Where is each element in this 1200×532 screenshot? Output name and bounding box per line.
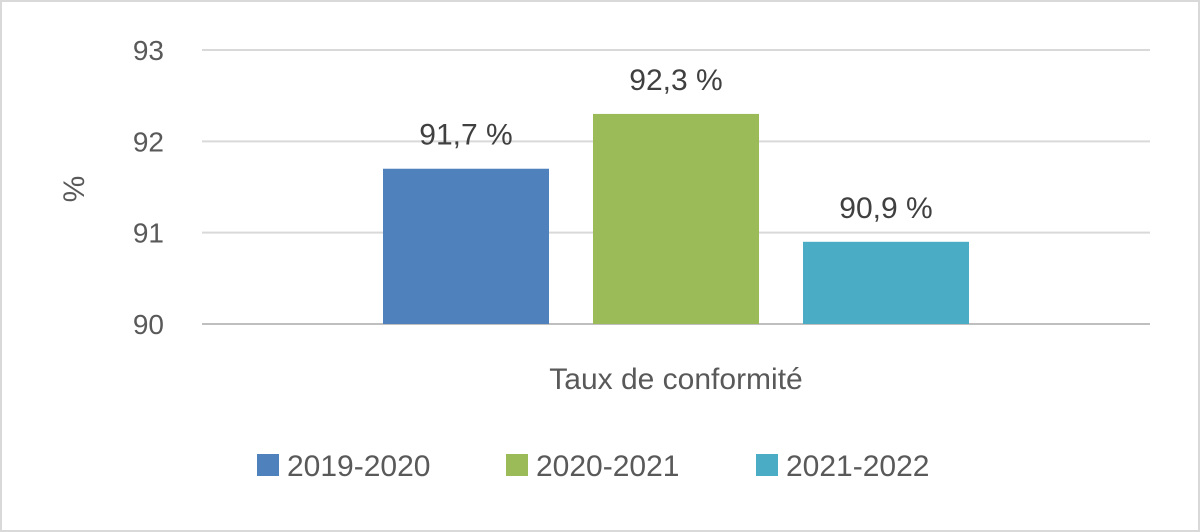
bar-2019-2020 (383, 168, 549, 324)
data-label-2021-2022: 90,9 % (839, 192, 932, 225)
legend-label-2021-2022: 2021-2022 (786, 450, 929, 483)
x-category-label: Taux de conformité (549, 363, 802, 396)
legend-swatch-2020-2021 (506, 454, 528, 476)
bar-2021-2022 (803, 241, 969, 324)
legend-label-2019-2020: 2019-2020 (287, 450, 430, 483)
bar-2020-2021 (593, 113, 759, 324)
legend-swatch-2019-2020 (257, 454, 279, 476)
x-axis-categories: Taux de conformité (549, 363, 802, 396)
y-tick-label-90: 90 (133, 309, 164, 340)
y-tick-label-92: 92 (133, 126, 164, 157)
legend-label-2020-2021: 2020-2021 (536, 450, 679, 483)
y-axis-label: % (58, 176, 91, 203)
bars (383, 113, 969, 324)
y-tick-label-93: 93 (133, 35, 164, 66)
data-labels: 91,7 % 92,3 % 90,9 % (419, 64, 932, 225)
legend-swatch-2021-2022 (756, 454, 778, 476)
legend: 2019-2020 2020-2021 2021-2022 (257, 450, 929, 483)
y-tick-label-91: 91 (133, 218, 164, 249)
data-label-2019-2020: 91,7 % (419, 119, 512, 152)
y-axis-ticks: 90 91 92 93 (133, 35, 164, 340)
data-label-2020-2021: 92,3 % (629, 64, 722, 97)
